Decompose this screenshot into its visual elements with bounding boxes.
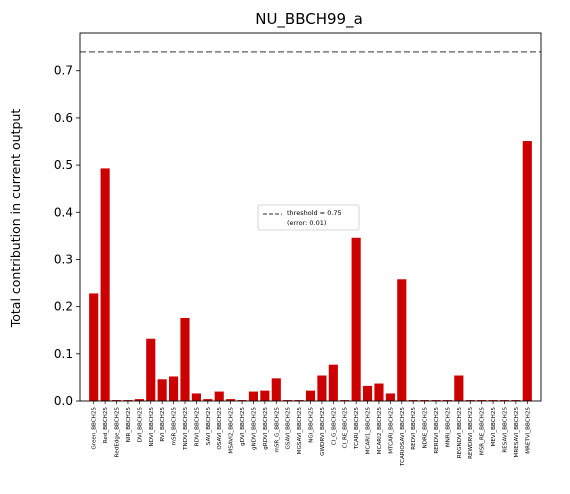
bar-CI_RE_BBCH25 [340,400,350,401]
bar-gDVI_BBCH25 [237,400,247,401]
bar-GWDRVI_BBCH25 [317,375,327,401]
x-ticks-group: Green_BBCH25 Red_BBCH25 RedEdge_BBCH25 NIR_… [92,401,531,467]
bar-MGSAVI_BBCH25 [294,400,304,401]
y-ticks-group: 0.0 0.1 0.2 0.3 0.4 0.5 0.6 0.7 [54,64,80,408]
bar-TCARIOSAVI_BBCH25 [397,279,407,401]
bar-NGI_BBCH25 [305,390,316,401]
bar-RERDVI_BBCH25 [431,400,441,401]
x-tick-label: MSR_RE_BBCH25 [480,407,486,456]
x-tick-label: GWDRVI_BBCH25 [320,407,326,456]
x-tick-label: RESAVI_BBCH25 [502,407,508,453]
x-tick-label: MGSAVI_BBCH25 [297,407,303,455]
x-tick-label: OSAVI_BBCH25 [217,407,223,450]
bar-NDVI_BBCH25 [146,338,156,401]
x-tick-label: REWDRVI_BBCH25 [468,407,474,459]
bar-NDRE_BBCH25 [420,400,430,401]
bar-REDVI_BBCH25 [408,400,418,401]
bar-TNDVI_BBCH25 [180,317,190,401]
x-tick-label: MRESAVI_BBCH25 [514,407,520,458]
bar-TCARI_BBCH25 [351,237,361,401]
chart-title: NU_BBCH99_a [255,10,363,29]
y-tick-label: 0.7 [54,64,73,78]
bar-NIR_BBCH25 [123,400,133,401]
bar-DVI_BBCH25 [134,399,144,401]
bar-RedEdge_BBCH25 [111,400,122,401]
legend-line-2: (error: 0.01) [287,219,326,227]
x-tick-label: mSR_G_BBCH25 [274,407,280,453]
bar-RDVI_BBCH25 [191,393,201,401]
bar-MSAVI2_BBCH25 [226,399,236,401]
bar-MRESAVI_BBCH25 [511,400,521,401]
bar-CI_G_BBCH25 [328,364,338,401]
y-tick-label: 0.3 [54,252,73,266]
bar-REGNDVI_BBCH25 [454,375,464,401]
x-tick-label: Green_BBCH25 [92,407,98,450]
x-tick-label: mSR_BBCH25 [172,407,178,446]
y-tick-label: 0.1 [54,347,73,361]
x-tick-label: CI_G_BBCH25 [331,407,337,446]
x-tick-label: NDRE_BBCH25 [423,407,429,449]
x-tick-label: MRETVI_BBCH25 [525,407,531,454]
x-tick-label: TNDVI_BBCH25 [183,407,189,451]
y-axis-label: Total contribution in current output [8,109,23,329]
x-tick-label: DVI_BBCH25 [137,407,143,443]
x-tick-label: MEVI_BBCH25 [491,407,497,447]
x-tick-label: NGI_BBCH25 [309,407,315,443]
legend-line-1: threshold = 0.75 [287,209,342,217]
bar-MEVI_BBCH25 [488,400,498,401]
bar-MRETVI_BBCH25 [522,141,532,402]
x-tick-label: NDVI_BBCH25 [149,407,155,447]
x-tick-label: TCARIOSAVI_BBCH25 [400,407,406,467]
bar-Green_BBCH25 [89,293,99,401]
x-tick-label: gNDVI_BBCH25 [251,407,257,450]
bar-MTCARI_BBCH25 [385,393,395,401]
x-tick-label: MTCARI_BBCH25 [388,407,394,454]
y-tick-label: 0.0 [54,394,73,408]
y-tick-label: 0.4 [54,205,73,219]
bar-mSR_G_BBCH25 [271,378,281,401]
bar-RESAVI_BBCH25 [499,400,510,401]
x-tick-label: gRDVI_BBCH25 [263,407,269,450]
bar-RVI_BBCH25 [157,379,167,401]
bar-SAVI_BBCH25 [203,399,213,401]
x-tick-label: MNRI_BBCH25 [445,407,451,448]
x-tick-label: NIR_BBCH25 [126,407,132,443]
bar-MCARI2_BBCH25 [374,383,384,401]
x-tick-label: MSAVI2_BBCH25 [229,407,235,454]
x-tick-label: SAVI_BBCH25 [206,407,212,446]
x-tick-label: RedEdge_BBCH25 [115,407,121,458]
bar-MSR_RE_BBCH25 [477,400,487,401]
legend-box [257,204,360,231]
bar-REWDRVI_BBCH25 [465,400,475,401]
x-tick-label: REGNDVI_BBCH25 [457,407,463,459]
bar-gRDVI_BBCH25 [260,390,270,401]
y-tick-label: 0.6 [54,111,73,125]
bar-MCARI1_BBCH25 [362,385,373,401]
bar-GSAVI_BBCH25 [283,400,293,401]
x-tick-label: MCARI2_BBCH25 [377,407,383,455]
y-tick-label: 0.5 [54,158,73,172]
x-tick-label: RDVI_BBCH25 [194,407,200,447]
bar-gNDVI_BBCH25 [248,391,259,401]
x-tick-label: MCARI1_BBCH25 [366,407,372,455]
x-tick-label: CI_RE_BBCH25 [343,407,349,449]
bar-OSAVI_BBCH25 [214,391,224,401]
x-tick-label: gDVI_BBCH25 [240,407,246,446]
bar-mSR_BBCH25 [169,376,179,401]
x-tick-label: GSAVI_BBCH25 [286,407,292,450]
x-tick-label: RERDVI_BBCH25 [434,407,440,454]
x-tick-label: RVI_BBCH25 [160,407,166,442]
y-tick-label: 0.2 [54,300,73,314]
bars-group [89,141,532,402]
bar-Red_BBCH25 [100,168,110,401]
x-tick-label: REDVI_BBCH25 [411,407,417,450]
x-tick-label: Red_BBCH25 [103,407,109,444]
x-tick-label: TCARI_BBCH25 [354,407,360,450]
legend: threshold = 0.75 (error: 0.01) [257,204,360,231]
bar-MNRI_BBCH25 [442,400,452,401]
